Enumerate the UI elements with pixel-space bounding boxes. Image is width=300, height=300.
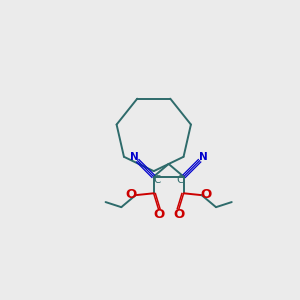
Text: O: O <box>201 188 212 201</box>
Text: O: O <box>153 208 164 221</box>
Text: N: N <box>199 152 207 162</box>
Text: O: O <box>173 208 184 221</box>
Text: C: C <box>154 175 161 185</box>
Text: N: N <box>130 152 139 162</box>
Text: C: C <box>176 175 184 185</box>
Text: O: O <box>125 188 136 201</box>
